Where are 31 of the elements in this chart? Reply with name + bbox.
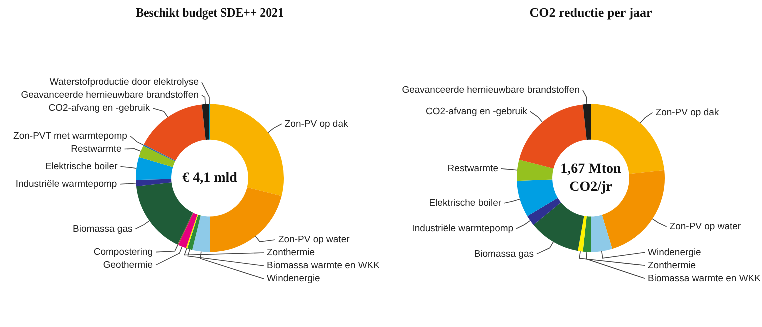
slice-label: Elektrische boiler: [429, 198, 502, 210]
slice-label: CO2-afvang en -gebruik: [48, 103, 150, 114]
text: 1,67 Mton: [560, 162, 622, 177]
slice-label: CO2-afvang en -gebruik: [426, 106, 528, 118]
slice-label: Industriële warmtepomp: [16, 179, 118, 190]
slice-label: Biomassa gas: [73, 224, 133, 235]
slice-label: Geothermie: [103, 260, 153, 271]
slice-label: Industriële warmtepomp: [412, 224, 514, 235]
slice-label: Geavanceerde hernieuwbare brandstoffen: [21, 90, 199, 102]
slice-label: Restwarmte: [448, 164, 498, 175]
text: CO2/jr: [570, 180, 612, 195]
slice-label: Zon-PV op water: [278, 234, 350, 246]
slice-label: Zon-PVT met warmtepomp: [14, 130, 128, 142]
slice-label: Restwarmte: [71, 144, 122, 155]
slice-label: Biomassa gas: [474, 248, 534, 260]
slice-label: Windenergie: [648, 247, 702, 258]
slice-label: Compostering: [94, 246, 153, 258]
slice-label: Geavanceerde hernieuwbare brandstoffen: [402, 85, 580, 96]
slice-label: Zonthermie: [648, 260, 696, 272]
slice-label: Zon-PV op water: [670, 221, 742, 232]
slice-label: Zon-PV op dak: [284, 118, 349, 130]
text: € 4,1 mld: [182, 170, 238, 186]
slice-label: Windenergie: [267, 274, 320, 285]
slice-label: Biomassa warmte en WKK: [648, 273, 762, 284]
slice-label: Zonthermie: [267, 248, 316, 259]
slice-label: Biomassa warmte en WKK: [267, 260, 381, 272]
slice-label: Elektrische boiler: [45, 161, 118, 172]
slice-label: Waterstofproductie door elektrolyse: [50, 77, 199, 88]
chart-title: CO2 reductie per jaar: [530, 5, 653, 20]
chart-title: Beschikt budget SDE++ 2021: [136, 6, 284, 20]
slice-label: Zon-PV op dak: [656, 107, 720, 118]
